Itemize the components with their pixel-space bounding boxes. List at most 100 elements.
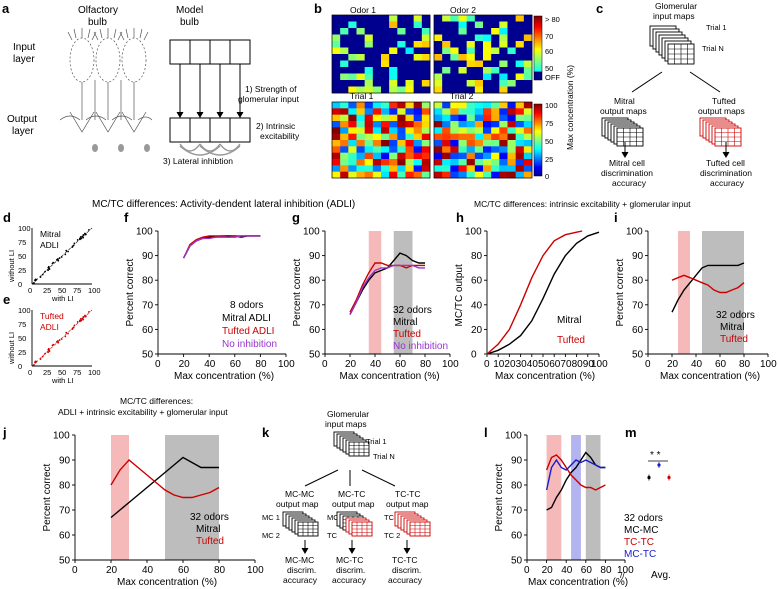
c-mitral-acc-3: accuracy <box>612 178 647 188</box>
heatmap-cell <box>364 102 374 109</box>
heatmap-cell <box>421 54 431 61</box>
heatmap-cell <box>434 73 443 81</box>
trial1-title: Trial 1 <box>350 91 374 101</box>
heatmap-cell <box>483 159 492 166</box>
c-mitral-acc-1: Mitral cell <box>609 158 645 168</box>
heatmap-cell <box>332 54 341 61</box>
heatmap-cell <box>450 146 459 153</box>
heatmap-cell <box>348 60 357 68</box>
heatmap-cell <box>356 127 365 134</box>
heatmap-cell <box>356 171 365 179</box>
heatmap-cell <box>515 133 525 141</box>
heatmap-cell <box>421 159 431 166</box>
legend-h-tufted: Tufted <box>557 335 585 346</box>
k-mc2: MC 2 <box>262 531 280 540</box>
heatmap-cell <box>413 121 423 128</box>
legend-j-tufted: Tufted <box>196 536 224 547</box>
c-mitral-stack <box>601 117 644 147</box>
heatmap-cell <box>405 34 414 42</box>
heatmap-cell <box>442 60 451 68</box>
heatmap-cell <box>507 127 516 134</box>
k-acc-tctc-1: TC-TC <box>392 555 418 565</box>
heatmap-cell <box>434 21 443 29</box>
heatmap-cell <box>474 80 484 87</box>
x-tick-label: 80 <box>600 565 612 576</box>
heatmap-cell <box>348 146 357 153</box>
x-tick-label: 60 <box>395 359 407 370</box>
y-tick-label: 60 <box>142 325 154 336</box>
cbar-bot-tick: 50 <box>545 137 553 146</box>
shaded-region <box>111 435 129 560</box>
x-tick-label: 70 <box>560 359 572 370</box>
heatmap-cell <box>491 41 500 48</box>
x-axis-label: with LI <box>51 376 74 385</box>
scatter-point <box>81 317 84 320</box>
heatmap-cell <box>364 28 374 35</box>
heatmap-cell <box>389 152 398 160</box>
panel-label-i: i <box>614 210 618 225</box>
cbar-top-tick: OFF <box>545 73 560 82</box>
cbar-top-tick: 50 <box>545 64 553 73</box>
heatmap-cell <box>405 67 414 74</box>
heatmap-cell <box>356 41 365 48</box>
heatmap-cell <box>499 133 508 141</box>
scatter-label: ADLI <box>40 322 59 332</box>
heatmap-cell <box>474 133 484 141</box>
x-tick-label: 0 <box>645 359 651 370</box>
scatter-point <box>73 242 76 245</box>
y-axis-label: Percent correct <box>42 463 53 531</box>
y-tick-label: 50 <box>511 556 523 567</box>
heatmap-cell <box>450 114 459 122</box>
x-tick-label: 20 <box>345 359 357 370</box>
scatter-point <box>79 236 82 238</box>
c-trial1: Trial 1 <box>706 23 727 32</box>
heatmap-cell <box>474 159 484 166</box>
heatmap-cell <box>523 34 533 42</box>
heatmap-odor1 <box>331 14 431 94</box>
heatmap-cell <box>458 152 467 160</box>
y-tick-label: 90 <box>632 251 644 262</box>
heatmap-cell <box>491 80 500 87</box>
heatmap-cell <box>474 102 484 109</box>
x-tick-label: 80 <box>572 359 584 370</box>
heatmap-cell <box>466 28 476 35</box>
x-tick-label: 25 <box>43 368 51 377</box>
heatmap-cell <box>332 21 341 29</box>
heatmap-cell <box>348 152 357 160</box>
heatmap-cell <box>364 15 374 22</box>
heatmap-cell <box>499 152 508 160</box>
heatmap-cell <box>507 34 516 42</box>
heatmap-cell <box>356 86 365 94</box>
heatmap-cell <box>381 54 390 61</box>
heatmap-cell <box>507 80 516 87</box>
y-tick-label: 90 <box>59 456 71 467</box>
x-axis-label: Max concentration (%) <box>495 371 595 382</box>
series-line-mitral <box>486 231 600 355</box>
heatmap-cell <box>381 102 390 109</box>
heatmap-cell <box>340 114 349 122</box>
heatmap-cell <box>381 152 390 160</box>
heatmap-cell <box>413 140 423 147</box>
k-trialN: Trial N <box>373 452 395 461</box>
y-tick-label: 70 <box>59 506 71 517</box>
heatmap-cell <box>491 114 500 122</box>
k-acc-mctc-1: MC-TC <box>336 555 363 565</box>
heatmap-cell <box>421 133 431 141</box>
heatmap-cell <box>474 67 484 74</box>
heatmap-cell <box>356 114 365 122</box>
k-mcmc-2: output map <box>276 499 319 509</box>
heatmap-cell <box>389 108 398 115</box>
heatmap-cell <box>421 41 431 48</box>
heatmap-cell <box>348 108 357 115</box>
heatmap-cell <box>442 171 451 179</box>
heatmap-trial2 <box>433 101 533 179</box>
shaded-region <box>571 435 581 560</box>
heatmap-cell <box>523 152 533 160</box>
scatter-label: Tufted <box>40 311 64 321</box>
heatmap-cell <box>381 114 390 122</box>
heatmap-cell <box>364 121 374 128</box>
heatmap-cell <box>356 121 365 128</box>
heatmap-cell <box>405 54 414 61</box>
